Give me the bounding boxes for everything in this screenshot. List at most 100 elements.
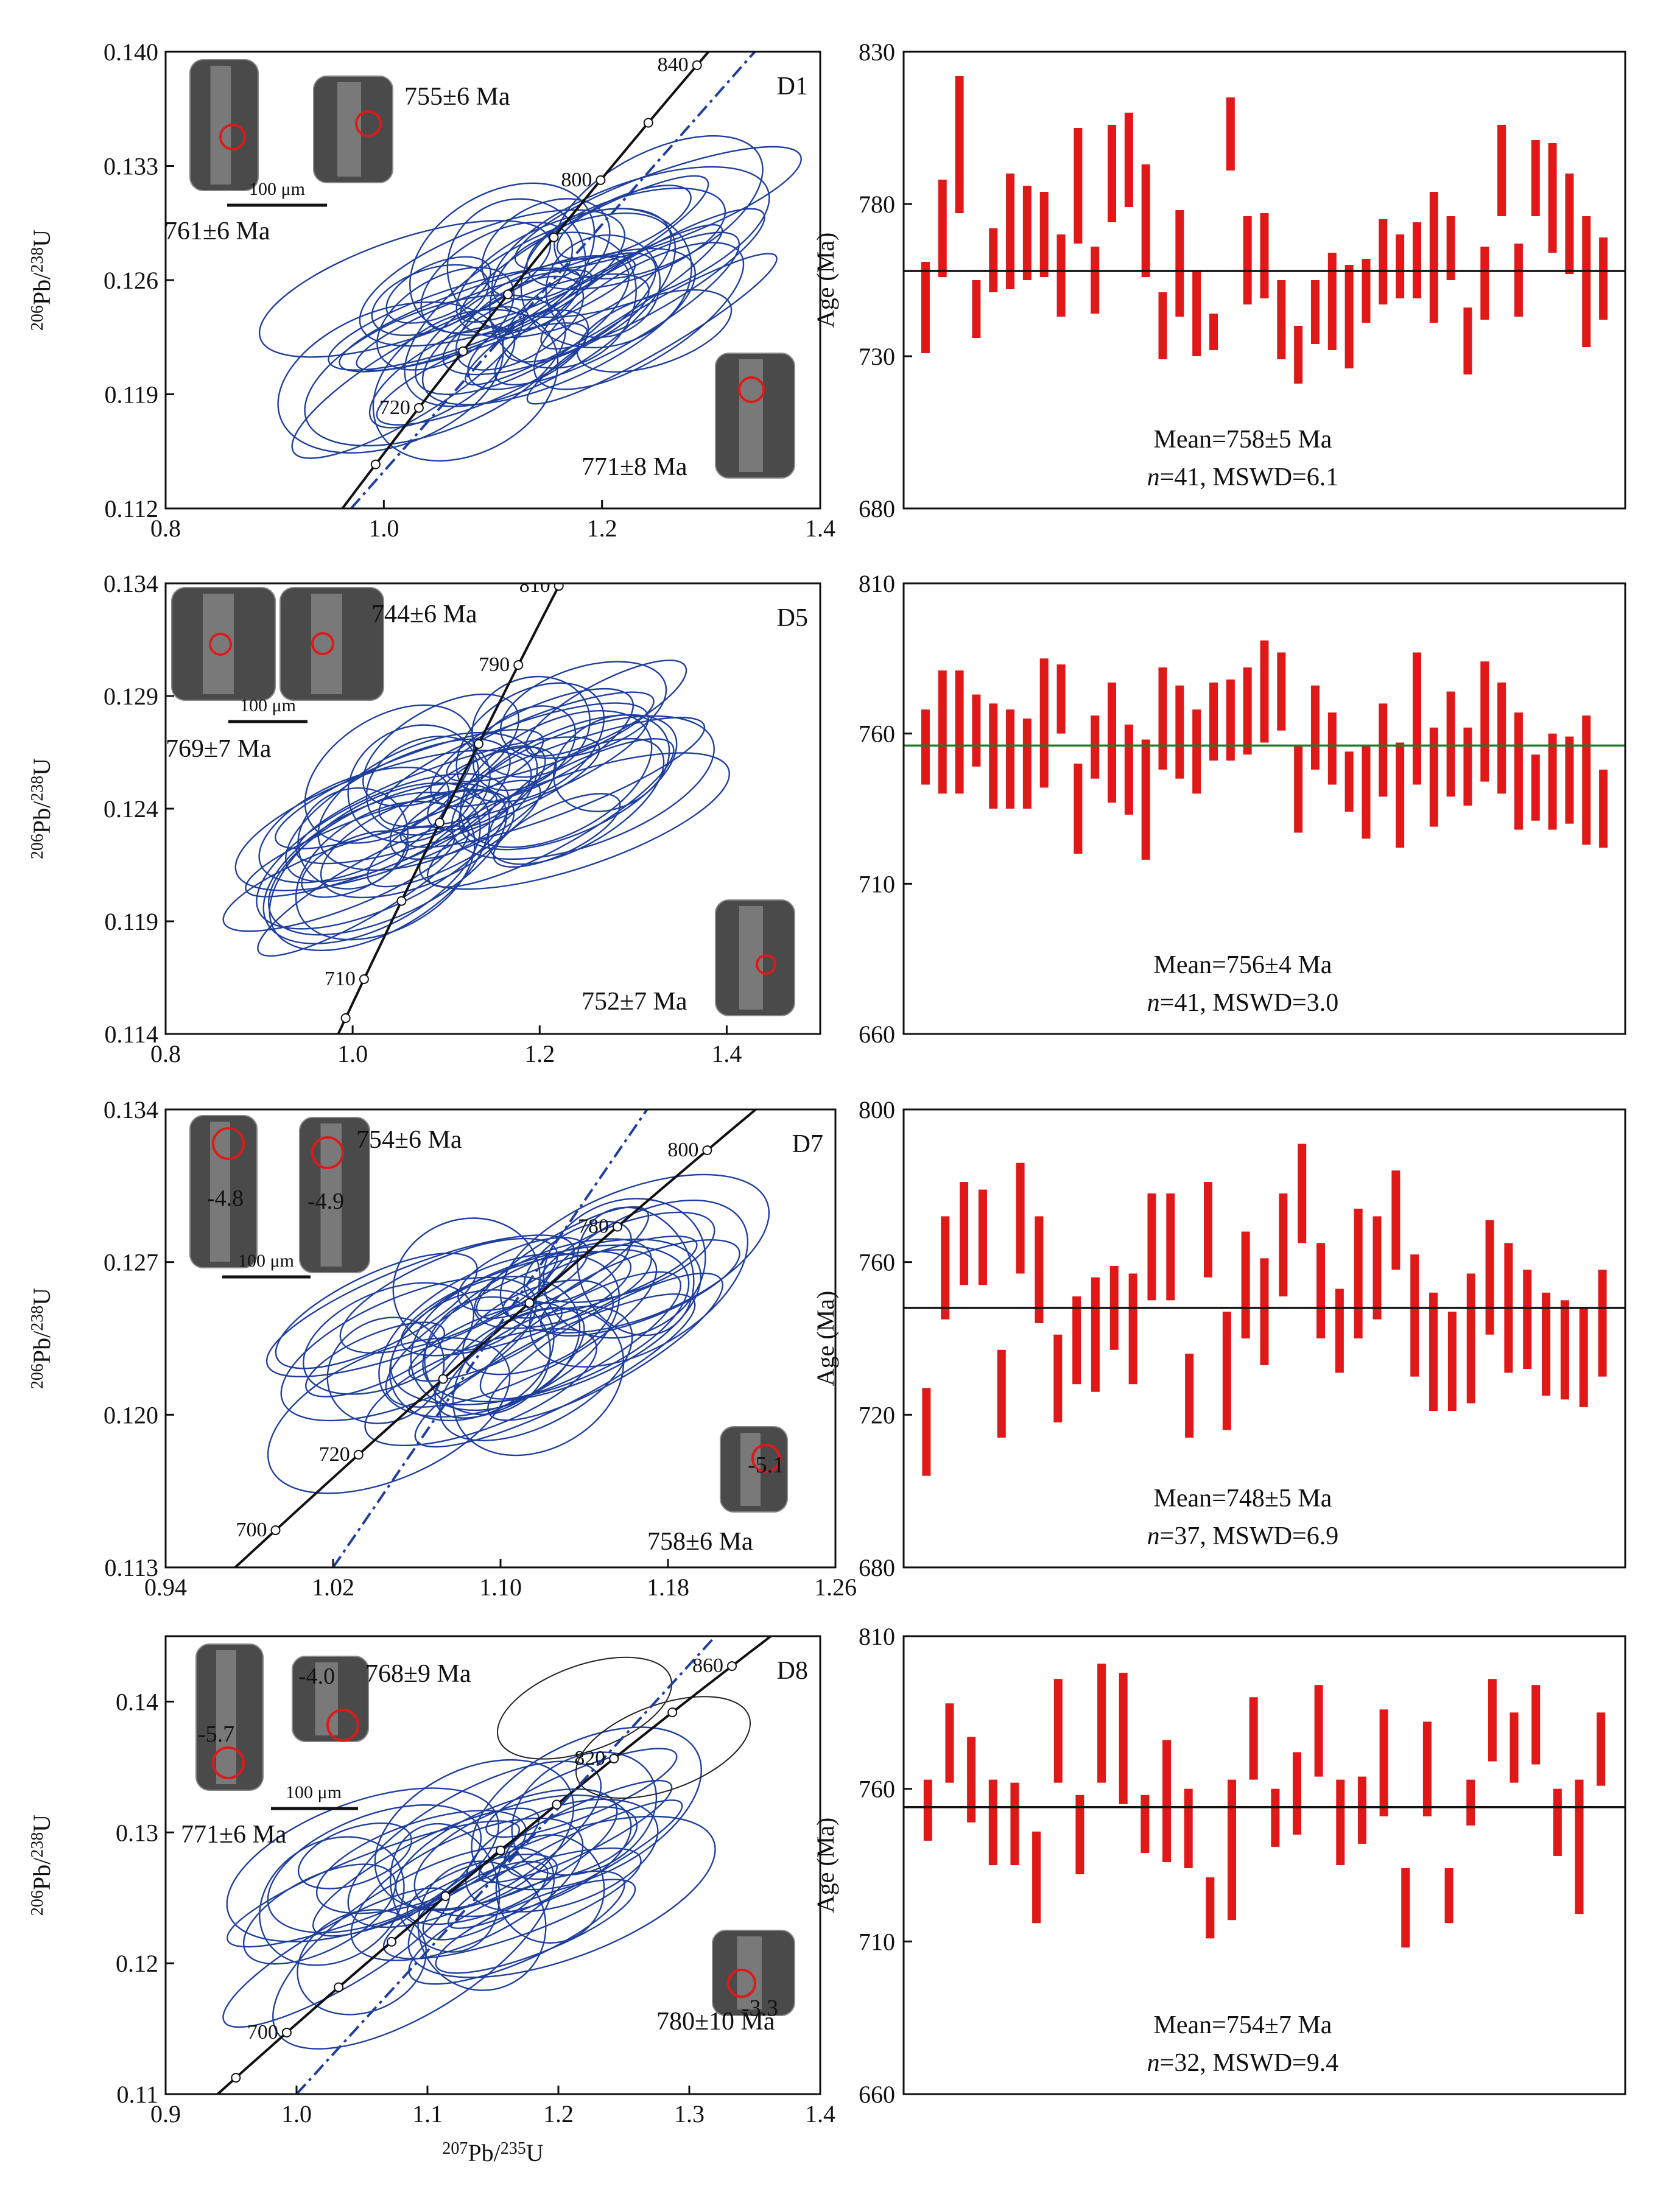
age-error-bar	[1579, 1307, 1588, 1407]
analysis-spot-circle	[326, 1709, 359, 1742]
age-error-bar	[1091, 247, 1100, 314]
age-error-bar	[1277, 652, 1286, 731]
y-tick-label: 0.127	[104, 1249, 158, 1276]
x-tick-label: 1.1	[412, 2100, 443, 2128]
analysis-ellipse	[576, 1206, 695, 1337]
age-error-bar	[1542, 1292, 1551, 1396]
age-error-bar	[1497, 682, 1506, 794]
analysis-ellipse	[305, 1321, 446, 1397]
x-label-text: Pb/	[468, 2139, 501, 2167]
age-error-bar	[1243, 667, 1252, 755]
age-error-bar	[1480, 247, 1489, 320]
age-error-bar	[1412, 222, 1421, 298]
age-error-bar	[1466, 1273, 1475, 1404]
concordia-age-marker	[552, 1799, 562, 1810]
y-label-text: Pb/	[28, 1857, 55, 1890]
age-error-bar	[997, 1349, 1006, 1438]
age-error-bar	[1228, 1779, 1237, 1921]
analysis-ellipse	[285, 738, 511, 882]
analysis-spot-circle	[219, 124, 246, 150]
analysis-ellipse	[374, 1759, 575, 1911]
analysis-ellipse	[435, 1879, 636, 1974]
y-label-superscript: 238	[28, 1832, 47, 1858]
age-error-bar	[1344, 265, 1354, 368]
age-error-bar	[1141, 739, 1150, 860]
age-error-bar	[1184, 1788, 1193, 1869]
grain-age-label: 754±6 Ma	[356, 1126, 462, 1154]
age-error-bar	[1209, 314, 1218, 350]
age-error-bar	[1006, 174, 1015, 289]
x-tick-label: 1.4	[805, 2100, 835, 2128]
grain-age-label: 768±9 Ma	[365, 1660, 471, 1688]
concordia-age-label: 700	[236, 1519, 267, 1541]
age-error-bar	[1327, 712, 1337, 785]
y-tick-label: 0.14	[116, 1688, 158, 1715]
age-error-bar	[1128, 1273, 1137, 1385]
y-tick-label: 0.119	[104, 908, 158, 935]
concordia-age-label: 840	[658, 54, 689, 76]
y-label-text: Pb/	[28, 272, 55, 305]
analysis-ellipse	[267, 1804, 482, 1934]
excluded-ellipse	[497, 1656, 672, 1760]
concordia-age-label: 700	[247, 2021, 278, 2044]
analysis-ellipse	[258, 766, 450, 884]
concordia-curve	[337, 583, 562, 1034]
age-error-bar	[955, 76, 964, 213]
age-error-bar	[1379, 1709, 1388, 1816]
age-error-bar	[1203, 1182, 1212, 1278]
age-error-bar	[1401, 1868, 1410, 1948]
analysis-ellipse	[459, 710, 653, 848]
analysis-ellipse	[427, 745, 546, 831]
concordia-age-marker	[609, 1753, 619, 1763]
age-error-bar	[1022, 719, 1032, 809]
analysis-spot-circle	[751, 1444, 781, 1473]
y-tick-label: 0.12	[116, 1950, 158, 1977]
analysis-ellipse	[413, 1794, 632, 1918]
x-tick-label: 1.2	[543, 2100, 574, 2128]
age-error-bar	[1429, 1292, 1438, 1411]
statistics-text: n=37, MSWD=6.9	[1147, 1522, 1339, 1550]
analysis-ellipse	[280, 1276, 537, 1422]
age-error-bar	[1553, 1788, 1562, 1856]
age-error-bar	[1362, 259, 1371, 323]
x-label-superscript: 207	[442, 2139, 468, 2158]
concordia-age-marker	[231, 2073, 241, 2083]
analysis-spot-circle	[311, 1136, 344, 1169]
concordia-age-label: 710	[325, 968, 356, 990]
analysis-spot-circle	[209, 633, 232, 656]
age-error-bar	[1074, 128, 1083, 244]
analysis-ellipse	[426, 738, 675, 888]
grain-age-label: 769±7 Ma	[166, 735, 272, 763]
age-error-bar	[922, 1388, 931, 1476]
epsilon-hf-label: -5.1	[748, 1452, 784, 1478]
analysis-ellipse	[493, 793, 621, 868]
grain-age-label: 744±6 Ma	[371, 600, 477, 628]
analysis-spot-circle	[756, 954, 776, 975]
analysis-ellipse	[485, 1748, 678, 1838]
analysis-ellipse	[356, 269, 593, 371]
age-error-bar	[1429, 727, 1438, 827]
age-error-bar	[1523, 1270, 1532, 1369]
concordia-age-marker	[789, 1615, 797, 1624]
age-error-bar	[1192, 709, 1201, 794]
age-error-bar	[1260, 640, 1269, 743]
statistics-text: n=41, MSWD=6.1	[1147, 463, 1339, 491]
y-tick-label: 0.126	[104, 267, 158, 294]
analysis-ellipse	[464, 223, 723, 385]
age-error-bar	[1108, 682, 1117, 803]
analysis-ellipse	[526, 253, 778, 405]
concordia-age-marker	[281, 2027, 292, 2037]
scale-bar-label: 100 μm	[238, 1251, 294, 1271]
y-tick-label: 660	[859, 1021, 895, 1048]
analysis-ellipse	[297, 1822, 412, 1889]
age-error-bar	[960, 1182, 969, 1285]
age-error-bar	[1560, 1300, 1569, 1400]
age-error-bar	[1485, 1220, 1494, 1335]
age-error-bar	[1294, 745, 1303, 833]
plot-area: 700 820 860	[216, 1615, 797, 2094]
age-error-bar	[1032, 1831, 1041, 1924]
analysis-ellipse	[400, 1251, 632, 1357]
age-error-bar	[1336, 1779, 1345, 1865]
age-error-bar	[1582, 715, 1591, 845]
concordia-age-marker	[596, 175, 606, 185]
